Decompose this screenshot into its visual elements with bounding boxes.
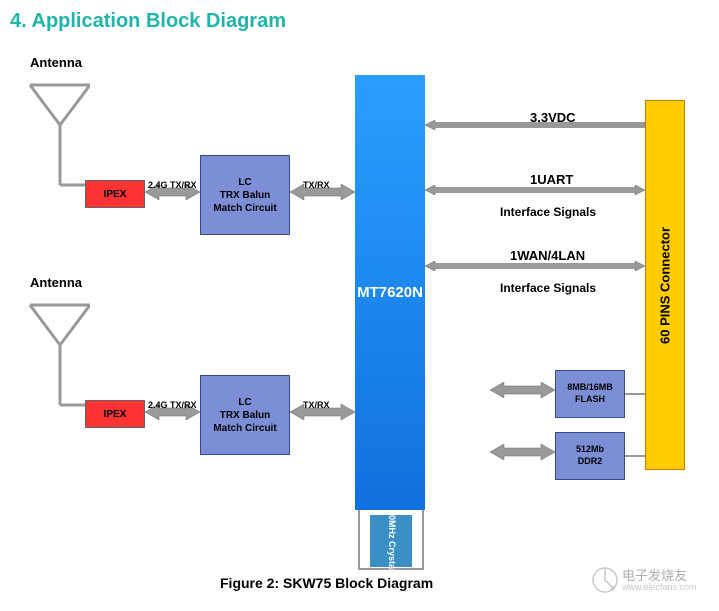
connector-label: 60 PINS Connector: [658, 226, 673, 343]
crystal-l2: Crystal: [385, 541, 397, 572]
signal-label-4: 3.3VDC: [530, 110, 576, 125]
watermark: 电子发烧友 www.elecfans.com: [590, 560, 710, 605]
section-title: 4. Application Block Diagram: [10, 10, 286, 33]
figure-caption: Figure 2: SKW75 Block Diagram: [220, 575, 433, 591]
title-text: 4. Application Block Diagram: [10, 10, 286, 32]
crystal-block: 20MHz Crystal: [370, 515, 412, 567]
antenna-label-0: Antenna: [30, 55, 82, 70]
watermark-sub: www.elecfans.com: [622, 582, 697, 592]
signal-label-2: 2.4G TX/RX: [148, 400, 197, 410]
ipex-block-0: IPEX: [85, 180, 145, 208]
signal-label-1: TX/RX: [303, 180, 330, 190]
mem-block-0: 8MB/16MBFLASH: [555, 370, 625, 418]
antenna-label-1: Antenna: [30, 275, 82, 290]
signal-label-3: TX/RX: [303, 400, 330, 410]
antenna-icon-1: [20, 295, 90, 415]
mem-block-1: 512MbDDR2: [555, 432, 625, 480]
ipex-block-1: IPEX: [85, 400, 145, 428]
mcu-block: MT7620N: [355, 75, 425, 510]
crystal-l1: 20MHz: [385, 510, 397, 539]
signal-label-8: Interface Signals: [500, 281, 596, 295]
balun-block-0: LCTRX BalunMatch Circuit: [200, 155, 290, 235]
connector-block: 60 PINS Connector: [645, 100, 685, 470]
antenna-icon-0: [20, 75, 90, 195]
caption-text: Figure 2: SKW75 Block Diagram: [220, 575, 433, 591]
signal-label-0: 2.4G TX/RX: [148, 180, 197, 190]
balun-block-1: LCTRX BalunMatch Circuit: [200, 375, 290, 455]
signal-label-6: Interface Signals: [500, 205, 596, 219]
mcu-label: MT7620N: [357, 283, 423, 303]
signal-label-5: 1UART: [530, 172, 573, 187]
signal-label-7: 1WAN/4LAN: [510, 248, 585, 263]
